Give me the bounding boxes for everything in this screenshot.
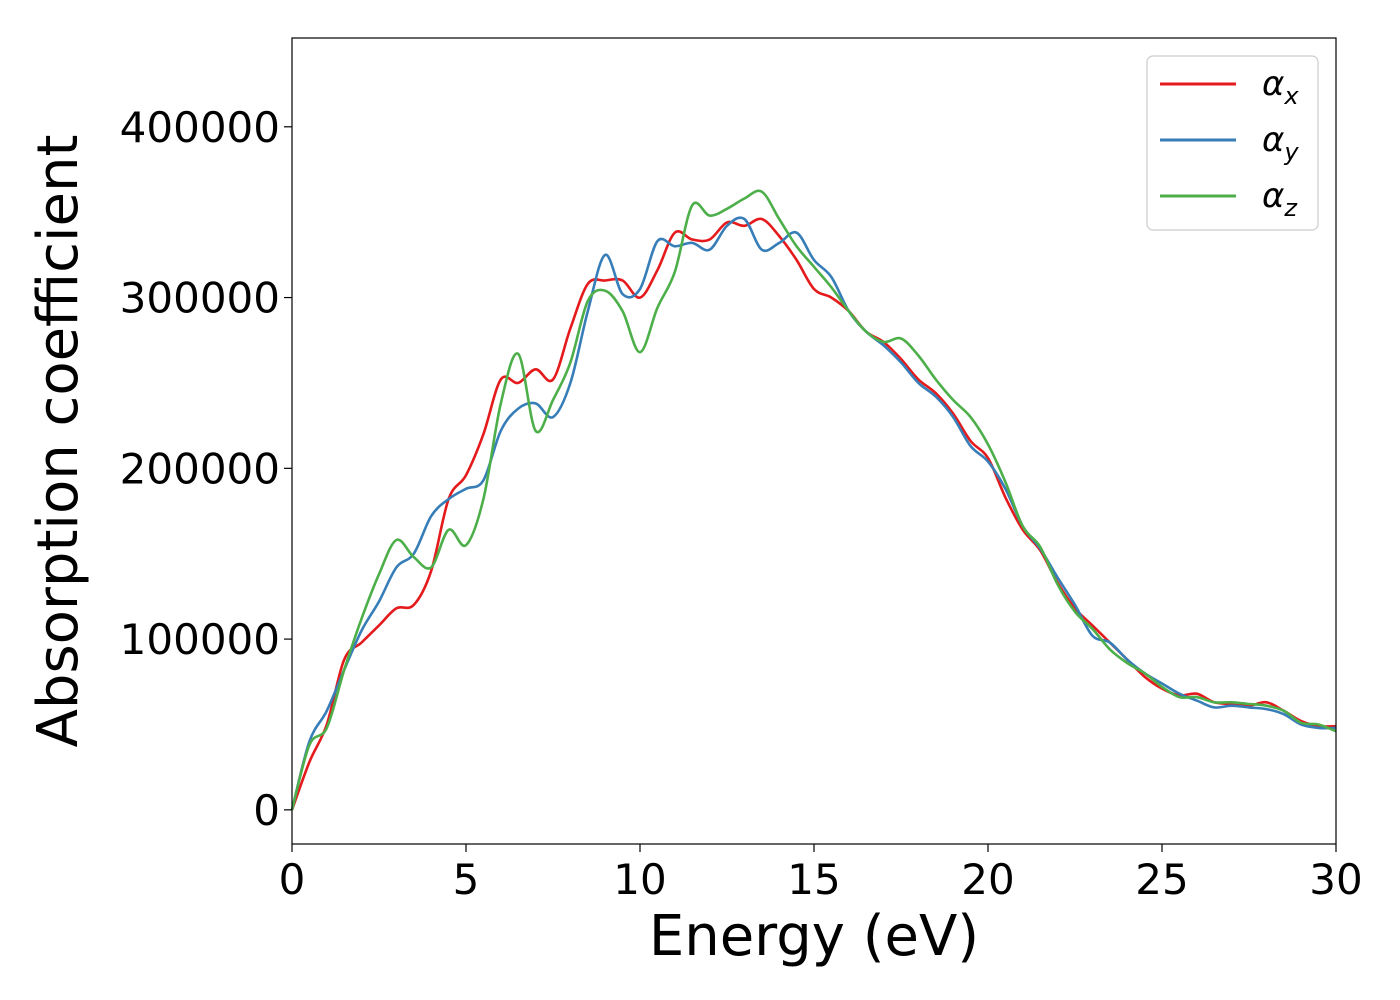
- y-tick-label: 200000: [120, 444, 280, 493]
- y-tick-label: 100000: [120, 615, 280, 664]
- legend: αx αy αz: [1146, 55, 1319, 231]
- series-line-y: [290, 216, 1337, 811]
- x-axis: 0 5 10 15 20 25 30: [279, 844, 1363, 904]
- x-tick-label: 30: [1309, 855, 1362, 904]
- x-tick-label: 0: [279, 855, 306, 904]
- y-tick-label: 400000: [120, 103, 280, 152]
- x-tick-label: 5: [453, 855, 480, 904]
- x-tick-label: 20: [961, 855, 1014, 904]
- legend-label-x: αx: [1262, 64, 1299, 110]
- x-axis-label: Energy (eV): [649, 904, 979, 969]
- legend-box: [1146, 55, 1319, 231]
- y-tick-label: 300000: [120, 274, 280, 323]
- x-tick-label: 10: [613, 855, 666, 904]
- y-tick-label: 0: [253, 786, 280, 835]
- series-line-z: [290, 189, 1337, 811]
- legend-label-y: αy: [1262, 120, 1299, 166]
- series-layer: [290, 189, 1337, 811]
- legend-label-z: αz: [1262, 176, 1298, 222]
- y-axis: 0 100000 200000 300000 400000: [120, 103, 292, 835]
- y-axis-label: Absorption coefficient: [26, 135, 91, 748]
- x-tick-label: 15: [787, 855, 840, 904]
- x-tick-label: 25: [1135, 855, 1188, 904]
- series-line-x: [290, 217, 1337, 811]
